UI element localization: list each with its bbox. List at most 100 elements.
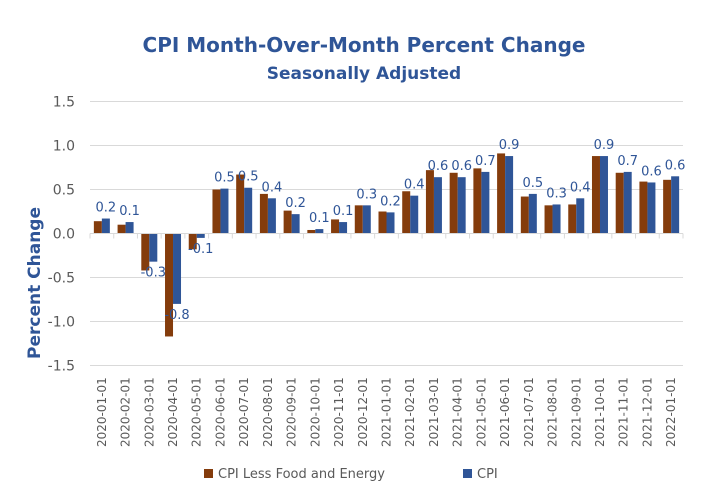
bar-cpi — [552, 204, 561, 234]
data-label: 0.9 — [499, 138, 520, 153]
x-tick-label: 2021-03-01 — [427, 377, 441, 447]
y-tick-label: 0.0 — [53, 227, 75, 243]
x-tick-label: 2020-11-01 — [332, 377, 346, 447]
y-tick-label: -0.5 — [48, 271, 75, 287]
x-tick-label: 2021-10-01 — [593, 377, 607, 447]
data-label: 0.9 — [594, 138, 615, 153]
bar-core-cpi — [497, 153, 506, 234]
data-label: 0.1 — [119, 204, 140, 219]
data-label: 0.6 — [428, 159, 449, 174]
chart-subtitle: Seasonally Adjusted — [267, 64, 461, 84]
data-label: 0.1 — [333, 204, 354, 219]
x-tick-label: 2020-01-01 — [95, 377, 109, 447]
x-tick-label: 2021-11-01 — [617, 377, 631, 447]
bar-core-cpi — [331, 219, 340, 234]
data-label: 0.4 — [570, 180, 591, 195]
y-tick-label: -1.0 — [48, 315, 75, 331]
bar-core-cpi — [236, 174, 245, 234]
x-tick-label: 2020-04-01 — [166, 377, 180, 447]
bar-core-cpi — [591, 156, 600, 234]
bar-core-cpi — [307, 229, 316, 234]
chart-title: CPI Month-Over-Month Percent Change — [143, 33, 586, 57]
bar-cpi — [599, 156, 608, 234]
data-label: 0.6 — [451, 159, 472, 174]
bar-core-cpi — [615, 172, 624, 234]
x-tick-label: 2021-01-01 — [380, 377, 394, 447]
data-label: 0.3 — [356, 187, 377, 202]
bar-core-cpi — [663, 179, 672, 234]
bar-core-cpi — [520, 196, 529, 234]
bar-cpi — [647, 182, 656, 234]
legend: CPI Less Food and Energy CPI — [204, 467, 498, 482]
data-label: 0.7 — [617, 154, 638, 169]
data-label: 0.6 — [665, 158, 686, 173]
x-tick-label: 2020-09-01 — [285, 377, 299, 447]
x-tick-label: 2021-12-01 — [640, 377, 654, 447]
bar-core-cpi — [141, 233, 150, 271]
data-label: 0.5 — [522, 176, 543, 191]
bar-core-cpi — [425, 170, 434, 234]
legend-label-core-cpi: CPI Less Food and Energy — [218, 467, 385, 482]
bar-cpi — [362, 205, 371, 234]
bar-core-cpi — [639, 181, 648, 234]
bar-cpi — [173, 233, 182, 304]
bar-cpi — [220, 188, 229, 234]
data-label: 0.2 — [285, 196, 306, 211]
data-label: -0.1 — [188, 242, 213, 257]
x-tick-label: 2020-08-01 — [261, 377, 275, 447]
y-tick-label: 0.5 — [53, 183, 75, 199]
bar-cpi — [244, 187, 253, 234]
bar-core-cpi — [93, 221, 102, 234]
y-axis-title: Percent Change — [25, 207, 45, 359]
legend-swatch-cpi — [463, 469, 472, 478]
bar-cpi — [267, 198, 276, 234]
x-tick-label: 2020-05-01 — [190, 377, 204, 447]
bar-cpi — [291, 214, 300, 234]
bar-cpi — [410, 195, 419, 234]
y-tick-label: 1.5 — [53, 95, 75, 111]
bar-cpi — [576, 198, 585, 234]
data-label: 0.5 — [238, 170, 259, 185]
data-labels: 0.2 0.1-0.3-0.8-0.10.5 0.50.40.20.1 0.10.3 0… — [96, 138, 686, 323]
bar-cpi — [623, 171, 632, 234]
bar-core-cpi — [378, 211, 387, 234]
x-tick-label: 2021-07-01 — [522, 377, 536, 447]
bar-core-cpi — [354, 205, 363, 234]
x-tick-label: 2020-02-01 — [119, 377, 133, 447]
data-label: -0.8 — [164, 308, 189, 323]
bar-cpi — [315, 229, 324, 234]
bar-core-cpi — [117, 224, 126, 234]
x-tick-label: 2020-07-01 — [237, 377, 251, 447]
bar-core-cpi — [259, 193, 268, 234]
bar-core-cpi — [449, 172, 458, 234]
data-label: 0.5 — [214, 171, 235, 186]
bar-cpi — [481, 171, 490, 234]
bar-cpi — [386, 212, 395, 234]
x-tick-label: 2020-10-01 — [308, 377, 322, 447]
bar-cpi — [125, 222, 134, 234]
bar-cpi — [101, 218, 110, 234]
data-label: 0.4 — [262, 180, 283, 195]
bar-cpi — [528, 193, 537, 234]
data-label: 0.7 — [475, 154, 496, 169]
x-tick-label: 2021-09-01 — [569, 377, 583, 447]
bar-core-cpi — [473, 168, 482, 234]
legend-swatch-core-cpi — [204, 469, 213, 478]
bar-cpi — [433, 177, 442, 234]
y-tick-label: 1.0 — [53, 139, 75, 155]
bar-core-cpi — [568, 204, 577, 234]
x-tick-label: 2022-01-01 — [664, 377, 678, 447]
data-label: 0.3 — [546, 186, 567, 201]
x-tick-label: 2021-02-01 — [403, 377, 417, 447]
bar-core-cpi — [165, 233, 174, 337]
data-label: 0.1 — [309, 211, 330, 226]
bar-cpi — [505, 156, 514, 234]
x-axis: 2020-01-01 2020-02-01 2020-03-01 2020-04-01… — [89, 233, 684, 447]
x-tick-label: 2021-05-01 — [474, 377, 488, 447]
data-label: -0.3 — [141, 266, 166, 281]
x-tick-label: 2021-06-01 — [498, 377, 512, 447]
bar-cpi — [671, 176, 680, 234]
bars — [93, 153, 680, 337]
y-axis-ticks: 1.5 1.0 0.5 0.0 -0.5 -1.0 -1.5 — [48, 95, 75, 375]
bar-cpi — [149, 233, 158, 262]
